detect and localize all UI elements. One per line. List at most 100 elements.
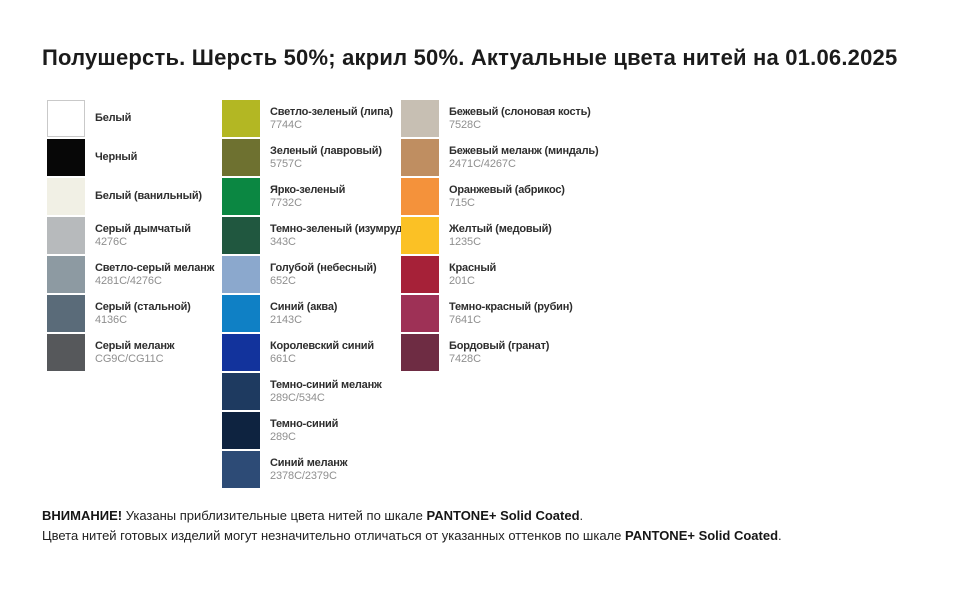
color-code: 4281C/4276C: [95, 274, 162, 287]
color-name: Темно-красный (рубин): [449, 300, 573, 313]
color-name: Темно-зеленый (изумруд): [270, 222, 406, 235]
page-title: Полушерсть. Шерсть 50%; акрил 50%. Актуа…: [42, 45, 898, 70]
footer-bold-text: PANTONE+ Solid Coated: [625, 527, 779, 543]
color-code: 2378C/2379C: [270, 469, 337, 482]
color-labels: Серый меланж CG9C/CG11C: [95, 339, 175, 366]
color-swatch: [47, 100, 85, 137]
color-row: Голубой (небесный) 652C: [222, 256, 406, 293]
color-labels: Красный 201C: [449, 262, 496, 288]
color-swatch: [222, 412, 260, 449]
color-row: Белый: [47, 100, 214, 137]
color-name: Белый (ванильный): [95, 190, 202, 202]
color-code: 7428C: [449, 352, 481, 365]
color-row: Бежевый меланж (миндаль) 2471C/4267C: [401, 139, 599, 176]
color-name: Светло-зеленый (липа): [270, 105, 393, 118]
color-swatch: [401, 256, 439, 293]
color-swatch: [222, 295, 260, 332]
color-swatch: [47, 178, 85, 215]
color-swatch: [47, 334, 85, 371]
color-row: Красный 201C: [401, 256, 598, 293]
color-swatch: [401, 334, 439, 371]
color-code: 7732C: [270, 196, 302, 209]
footer-text: Цвета нитей готовых изделий могут незнач…: [42, 527, 625, 543]
footer-bold-text: ВНИМАНИЕ!: [42, 508, 123, 523]
color-labels: Серый дымчатый 4276C: [95, 223, 191, 249]
color-code: 4276C: [95, 235, 127, 248]
color-row: Темно-красный (рубин) 7641C: [401, 295, 598, 332]
footer-line2: Цвета нитей готовых изделий могут незнач…: [42, 526, 782, 546]
color-labels: Ярко-зеленый 7732C: [270, 184, 345, 210]
color-name: Серый меланж: [95, 339, 175, 352]
color-labels: Светло-серый меланж 4281C/4276C: [95, 262, 214, 288]
color-labels: Бордовый (гранат) 7428C: [449, 340, 549, 366]
footer-text: .: [579, 508, 584, 523]
color-row: Бежевый (слоновая кость) 7528C: [401, 100, 598, 137]
color-row: Серый дымчатый 4276C: [47, 217, 214, 254]
color-row: Зеленый (лавровый) 5757C: [222, 139, 406, 176]
color-swatch: [222, 100, 260, 137]
color-swatch: [222, 334, 260, 371]
color-name: Белый: [95, 112, 132, 124]
color-code: 289C: [270, 430, 296, 443]
color-swatch: [47, 139, 85, 176]
color-row: Желтый (медовый) 1235C: [401, 217, 598, 254]
color-swatch: [222, 217, 260, 254]
color-swatch: [47, 256, 85, 293]
color-row: Ярко-зеленый 7732C: [222, 178, 406, 215]
color-row: Синий меланж 2378C/2379C: [222, 451, 406, 488]
color-swatch: [222, 178, 260, 215]
footer-bold-text: PANTONE+ Solid Coated: [426, 508, 580, 523]
color-labels: Светло-зеленый (липа) 7744C: [270, 106, 393, 132]
color-column-2: Светло-зеленый (липа) 7744C Зеленый (лав…: [222, 100, 406, 490]
color-name: Черный: [95, 151, 138, 163]
color-name: Бежевый меланж (миндаль): [449, 144, 599, 157]
color-swatch: [401, 178, 439, 215]
footer-line1: ВНИМАНИЕ! Указаны приблизительные цвета …: [42, 506, 782, 526]
color-name: Зеленый (лавровый): [270, 144, 382, 157]
color-labels: Зеленый (лавровый) 5757C: [270, 145, 382, 171]
color-labels: Темно-синий 289C: [270, 418, 338, 444]
color-swatch: [401, 217, 439, 254]
color-swatch: [401, 295, 439, 332]
color-code: 7528C: [449, 118, 481, 131]
color-name: Синий (аква): [270, 300, 338, 313]
color-row: Черный: [47, 139, 214, 176]
color-swatch: [222, 373, 260, 410]
color-labels: Желтый (медовый) 1235C: [449, 223, 552, 249]
color-labels: Белый (ванильный): [95, 190, 202, 203]
footer-note: ВНИМАНИЕ! Указаны приблизительные цвета …: [42, 506, 782, 545]
color-name: Темно-синий: [270, 417, 339, 430]
color-code: 661C: [270, 352, 296, 365]
color-swatch: [47, 217, 85, 254]
footer-text: Указаны приблизительные цвета нитей по ш…: [122, 508, 427, 523]
color-row: Королевский синий 661C: [222, 334, 406, 371]
color-code: 1235C: [449, 235, 481, 248]
color-swatch: [47, 295, 85, 332]
color-name: Бордовый (гранат): [449, 339, 550, 352]
color-labels: Черный: [95, 151, 137, 164]
color-code: CG9C/CG11C: [95, 352, 164, 365]
color-row: Белый (ванильный): [47, 178, 214, 215]
color-column-1: Белый Черный Белый (ванильный) Серый дым…: [47, 100, 214, 373]
color-code: 2143C: [270, 313, 302, 326]
color-row: Светло-зеленый (липа) 7744C: [222, 100, 406, 137]
color-swatch: [222, 451, 260, 488]
color-name: Королевский синий: [270, 339, 374, 352]
color-name: Оранжевый (абрикос): [449, 183, 565, 196]
color-name: Синий меланж: [270, 456, 348, 469]
color-row: Оранжевый (абрикос) 715C: [401, 178, 598, 215]
color-labels: Серый (стальной) 4136C: [95, 301, 191, 327]
color-row: Серый (стальной) 4136C: [47, 295, 214, 332]
color-row: Светло-серый меланж 4281C/4276C: [47, 256, 214, 293]
color-name: Желтый (медовый): [449, 222, 552, 235]
color-name: Голубой (небесный): [270, 261, 377, 274]
color-swatch: [222, 139, 260, 176]
color-row: Темно-синий 289C: [222, 412, 406, 449]
color-column-3: Бежевый (слоновая кость) 7528C Бежевый м…: [401, 100, 599, 373]
color-name: Красный: [449, 261, 497, 274]
color-name: Ярко-зеленый: [270, 183, 346, 196]
color-labels: Белый: [95, 112, 131, 125]
color-labels: Бежевый (слоновая кость) 7528C: [449, 106, 591, 132]
color-row: Темно-синий меланж 289C/534C: [222, 373, 406, 410]
color-row: Темно-зеленый (изумруд) 343C: [222, 217, 406, 254]
